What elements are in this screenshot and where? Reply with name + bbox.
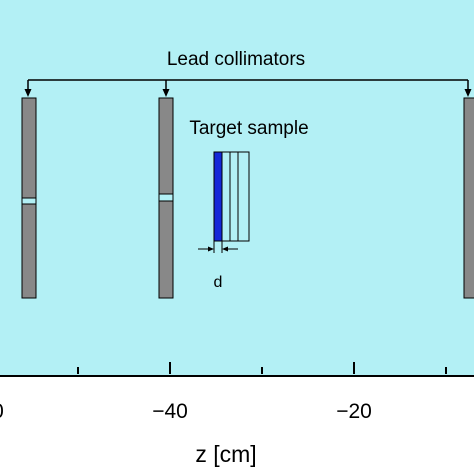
tick-label-0: −60	[0, 400, 4, 423]
x-axis-label: z [cm]	[195, 441, 256, 467]
target-label: Target sample	[189, 118, 308, 139]
collimator-1	[21, 97, 37, 299]
target-sample	[213, 151, 250, 242]
x-axis-ticks: −60 −40 −20	[0, 362, 447, 423]
thickness-indicator	[198, 241, 238, 253]
thickness-label: d	[214, 274, 223, 291]
tick-label-2: −20	[336, 400, 372, 423]
tick-label-1: −40	[152, 400, 188, 423]
collimator-3	[463, 97, 474, 299]
target-layer-4	[237, 151, 250, 242]
plot-background	[0, 0, 474, 377]
target-layer-active	[213, 151, 223, 242]
collimator-bracket	[24, 79, 472, 97]
collimator-2	[158, 97, 174, 299]
collimators-label: Lead collimators	[167, 49, 305, 70]
